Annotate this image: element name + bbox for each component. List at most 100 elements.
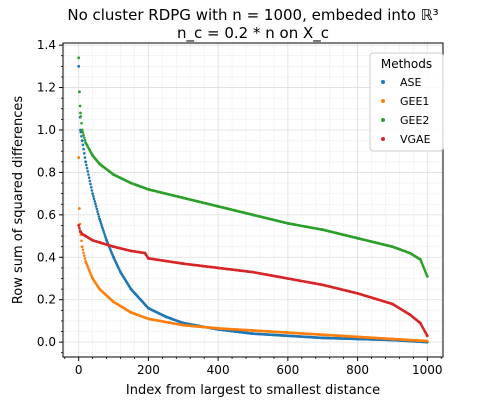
data-point: [83, 138, 87, 142]
data-point: [356, 291, 359, 295]
legend-label-gee1: GEE1: [400, 95, 429, 108]
data-point: [88, 179, 92, 183]
data-point: [81, 143, 85, 147]
data-point: [84, 260, 88, 263]
data-point: [82, 152, 86, 155]
chart-title-line1: No cluster RDPG with n = 1000, embeded i…: [67, 6, 438, 24]
data-point: [251, 332, 255, 336]
legend: Methods ASE GEE1 GEE2 VGAE: [369, 52, 444, 152]
data-point: [82, 147, 85, 151]
data-point: [82, 251, 85, 254]
data-point: [391, 302, 394, 306]
data-point: [91, 277, 95, 280]
data-point: [129, 249, 133, 253]
y-axis-label: Row sum of squared differences: [11, 96, 26, 305]
data-point: [77, 90, 81, 94]
data-point: [129, 181, 133, 185]
data-point: [90, 189, 94, 192]
data-point: [84, 234, 88, 238]
data-point: [286, 334, 290, 338]
data-point: [77, 64, 81, 68]
data-point: [103, 234, 107, 238]
data-point: [89, 182, 92, 186]
legend-items: ASE GEE1 GEE2 VGAE: [381, 76, 431, 146]
axes-frame: [62, 42, 444, 358]
data-point: [143, 251, 147, 255]
data-point: [80, 245, 84, 249]
data-point: [216, 326, 220, 330]
data-point: [147, 317, 150, 321]
data-point: [77, 224, 81, 227]
data-point: [408, 251, 412, 255]
data-point: [181, 323, 185, 327]
data-point: [84, 160, 88, 164]
data-point: [86, 170, 90, 173]
x-tick-label: 0: [75, 363, 83, 377]
data-point: [79, 111, 82, 115]
data-point: [77, 56, 81, 60]
data-point: [251, 213, 255, 217]
y-tick-label: 0.2: [37, 293, 56, 307]
ticks: 0 200 400 600 800 1000 0.0 0.2 0.4 0.6 0.8 1.0 1.2 1.…: [37, 38, 443, 377]
y-tick-label: 1.2: [37, 81, 56, 95]
data-point: [83, 156, 87, 159]
data-point: [181, 262, 185, 266]
data-point: [112, 245, 115, 249]
data-point: [147, 256, 150, 260]
data-point: [418, 321, 422, 325]
data-point: [98, 162, 102, 166]
data-point: [80, 139, 84, 142]
x-tick-label: 800: [346, 363, 369, 377]
data-point: [78, 104, 82, 108]
data-point: [80, 232, 84, 236]
data-point: [356, 337, 359, 341]
x-tick-label: 400: [207, 363, 230, 377]
data-point: [97, 215, 101, 218]
data-point: [112, 300, 115, 304]
legend-label-ase: ASE: [400, 76, 422, 89]
data-point: [85, 163, 88, 167]
data-point: [216, 204, 220, 208]
x-tick-label: 1000: [412, 363, 443, 377]
data-point: [82, 254, 86, 257]
legend-marker-vgae: [381, 137, 385, 141]
legend-label-vgae: VGAE: [400, 133, 431, 146]
data-point: [91, 238, 95, 242]
data-point: [100, 224, 103, 227]
data-point: [129, 311, 133, 314]
data-point: [84, 141, 88, 145]
data-point: [98, 217, 102, 221]
data-point: [119, 270, 122, 274]
data-point: [82, 136, 86, 139]
legend-label-gee2: GEE2: [400, 114, 429, 127]
data-point: [79, 115, 83, 118]
y-tick-label: 1.0: [37, 123, 56, 137]
series-gee1: [77, 156, 429, 343]
data-point: [77, 207, 81, 210]
data-point: [321, 228, 325, 232]
y-tick-label: 0.4: [37, 250, 56, 264]
y-tick-label: 0.6: [37, 208, 56, 222]
data-point: [92, 194, 95, 198]
data-point: [112, 173, 115, 176]
data-point: [99, 219, 102, 223]
x-axis-label: Index from largest to smallest distance: [126, 383, 380, 398]
data-point: [425, 339, 429, 343]
data-point: [98, 241, 102, 244]
data-point: [82, 133, 85, 137]
data-point: [105, 238, 108, 242]
data-point: [83, 257, 87, 260]
data-point: [87, 173, 90, 176]
data-point: [95, 207, 99, 211]
data-point: [80, 239, 83, 243]
data-point: [102, 230, 106, 234]
x-tick-label: 200: [137, 363, 160, 377]
legend-marker-ase: [381, 80, 385, 84]
data-point: [356, 335, 359, 339]
data-point: [77, 156, 81, 159]
legend-title: Methods: [381, 57, 432, 71]
data-point: [103, 232, 106, 236]
data-point: [147, 187, 150, 191]
data-point: [129, 287, 133, 291]
